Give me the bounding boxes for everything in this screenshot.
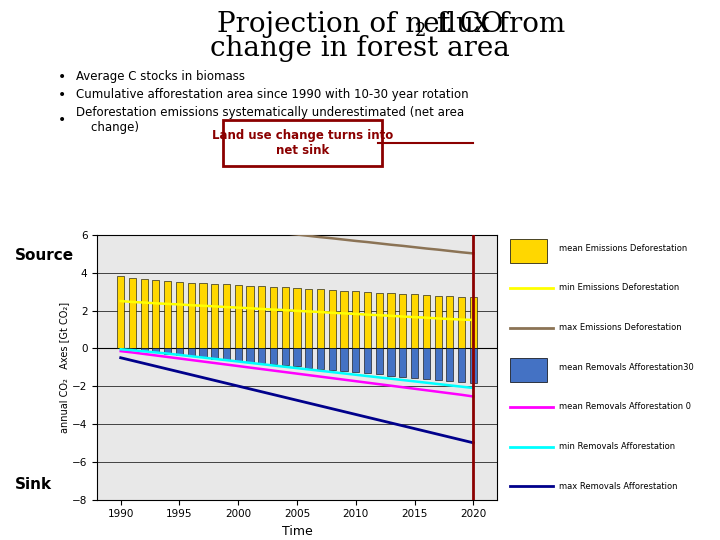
Bar	[411, 348, 418, 378]
X-axis label: Time: Time	[282, 525, 312, 538]
Bar	[164, 281, 171, 348]
FancyBboxPatch shape	[510, 358, 546, 382]
Bar	[246, 286, 253, 348]
Text: mean Emissions Deforestation: mean Emissions Deforestation	[559, 244, 687, 253]
Text: flux from: flux from	[428, 11, 565, 38]
Text: Projection of net CO: Projection of net CO	[217, 11, 503, 38]
Text: Sink: Sink	[14, 477, 52, 492]
Bar	[270, 348, 277, 364]
Bar	[458, 348, 465, 382]
Bar	[223, 285, 230, 348]
Bar	[434, 348, 441, 380]
Text: 2: 2	[415, 22, 426, 40]
Bar	[317, 348, 324, 369]
Y-axis label: annual CO₂   Axes [Gt CO₂]: annual CO₂ Axes [Gt CO₂]	[59, 302, 69, 433]
Bar	[376, 293, 383, 348]
Bar	[164, 348, 171, 354]
Bar	[305, 289, 312, 348]
Bar	[211, 348, 218, 359]
Bar	[329, 348, 336, 370]
Bar	[282, 287, 289, 348]
Text: min Emissions Deforestation: min Emissions Deforestation	[559, 284, 679, 292]
Bar	[188, 282, 194, 348]
Text: •: •	[58, 70, 66, 84]
Bar	[446, 296, 454, 348]
Text: Cumulative afforestation area since 1990 with 10-30 year rotation: Cumulative afforestation area since 1990…	[76, 88, 468, 101]
Bar	[258, 348, 265, 363]
Bar	[235, 285, 242, 348]
Bar	[423, 295, 430, 348]
Bar	[153, 280, 160, 348]
Bar	[176, 348, 183, 355]
Bar	[469, 348, 477, 383]
Bar	[199, 283, 207, 348]
Bar	[129, 279, 136, 348]
Bar	[352, 291, 359, 348]
Bar	[176, 282, 183, 348]
Text: •: •	[58, 87, 66, 102]
Bar	[258, 286, 265, 348]
Text: mean Removals Afforestation30: mean Removals Afforestation30	[559, 363, 693, 372]
Text: Land use change turns into
net sink: Land use change turns into net sink	[212, 129, 393, 157]
Bar	[400, 348, 406, 377]
Bar	[364, 348, 371, 373]
Bar	[329, 290, 336, 348]
Bar	[400, 294, 406, 348]
Text: max Removals Afforestation: max Removals Afforestation	[559, 482, 678, 491]
Bar	[423, 348, 430, 379]
Bar	[376, 348, 383, 374]
Bar	[153, 348, 160, 353]
Text: max Emissions Deforestation: max Emissions Deforestation	[559, 323, 682, 332]
Bar	[317, 289, 324, 348]
Bar	[140, 348, 148, 352]
Text: Deforestation emissions systematically underestimated (net area
    change): Deforestation emissions systematically u…	[76, 106, 464, 134]
Bar	[341, 348, 348, 371]
Bar	[270, 287, 277, 348]
Bar	[294, 288, 300, 348]
Bar	[469, 297, 477, 348]
Text: change in forest area: change in forest area	[210, 35, 510, 62]
Bar	[188, 348, 194, 356]
Bar	[341, 291, 348, 348]
Text: •: •	[58, 113, 66, 127]
Bar	[434, 296, 441, 348]
Text: mean Removals Afforestation 0: mean Removals Afforestation 0	[559, 402, 691, 411]
Bar	[211, 284, 218, 348]
FancyBboxPatch shape	[223, 120, 382, 166]
Text: min Removals Afforestation: min Removals Afforestation	[559, 442, 675, 451]
Bar	[352, 348, 359, 372]
Bar	[246, 348, 253, 362]
Bar	[364, 292, 371, 348]
Bar	[129, 348, 136, 350]
Bar	[140, 279, 148, 348]
Bar	[305, 348, 312, 368]
Bar	[235, 348, 242, 361]
Bar	[199, 348, 207, 357]
Bar	[223, 348, 230, 360]
Bar	[294, 348, 300, 367]
Bar	[387, 348, 395, 375]
Text: Source: Source	[14, 248, 73, 263]
Bar	[446, 348, 454, 381]
Bar	[411, 294, 418, 348]
Bar	[458, 297, 465, 348]
Bar	[117, 276, 125, 348]
FancyBboxPatch shape	[510, 239, 546, 262]
Text: Average C stocks in biomass: Average C stocks in biomass	[76, 70, 245, 83]
Bar	[282, 348, 289, 366]
Bar	[387, 293, 395, 348]
